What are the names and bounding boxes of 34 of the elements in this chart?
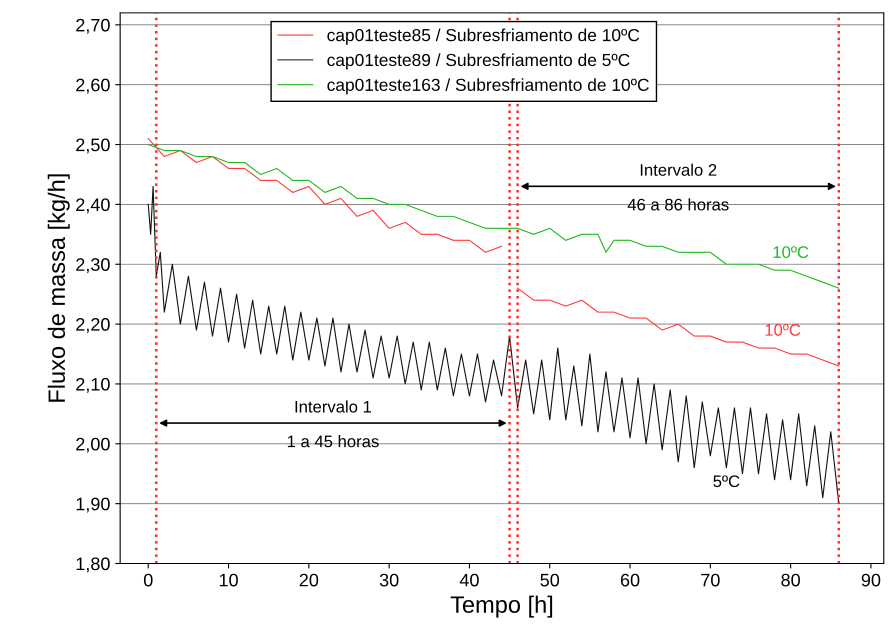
legend-label: cap01teste163 / Subresfriamento de 10ºC: [327, 78, 649, 94]
annotation: 10ºC: [766, 324, 800, 336]
annotation: Intervalo 1: [296, 400, 372, 413]
y-tick-label: 1,80: [76, 557, 110, 572]
x-tick-label: 50: [540, 574, 560, 586]
x-tick-label: 20: [300, 574, 318, 586]
annotation: 5ºC: [713, 475, 740, 488]
annotation: 10ºC: [774, 246, 808, 258]
line-series: [148, 186, 840, 504]
legend-label: cap01teste85 / Subresfriamento de 10ºC: [327, 28, 640, 45]
y-tick-label: 2,10: [76, 378, 110, 393]
y-tick-label: 2,00: [76, 438, 110, 453]
y-axis-title: Fluxo de massa [kg/h]: [48, 174, 70, 402]
annotation: 46 a 86 horas: [628, 198, 729, 211]
x-tick-label: 90: [862, 574, 880, 586]
x-tick-label: 10: [220, 574, 238, 586]
y-tick-label: 2,40: [76, 198, 110, 214]
x-tick-label: 40: [460, 574, 479, 586]
x-tick-label: 60: [620, 574, 640, 586]
x-tick-label: 80: [781, 574, 800, 586]
x-tick-label: 30: [380, 574, 398, 586]
x-tick-label: 0: [144, 574, 153, 586]
y-tick-label: 2,50: [76, 138, 110, 154]
legend-label: cap01teste89 / Subresfriamento de 5ºC: [327, 53, 630, 70]
x-tick-label: 70: [701, 574, 720, 586]
y-tick-label: 2,30: [76, 258, 110, 274]
y-tick-label: 2,70: [76, 18, 110, 34]
y-tick-label: 1,90: [76, 498, 110, 513]
annotation: Intervalo 2: [640, 164, 716, 176]
line-series: [148, 144, 840, 289]
x-axis-title: Tempo [h]: [450, 596, 552, 618]
annotation: 1 a 45 horas: [288, 435, 379, 448]
y-tick-label: 2,20: [76, 318, 110, 333]
y-tick-label: 2,60: [76, 78, 110, 94]
